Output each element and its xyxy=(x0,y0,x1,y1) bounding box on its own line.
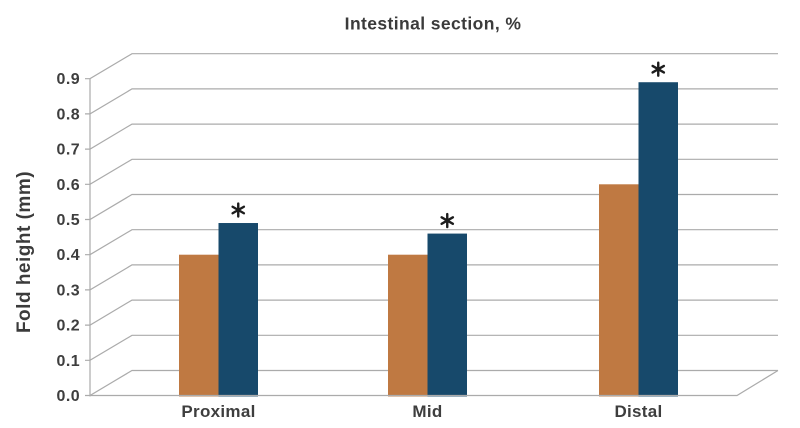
y-tick-label: 0.5 xyxy=(57,212,80,229)
baseline xyxy=(90,369,779,397)
bar xyxy=(427,233,467,397)
y-tick-label: 0.3 xyxy=(57,282,80,299)
y-tick-label: 0.8 xyxy=(57,106,80,123)
category-label: Mid xyxy=(412,402,442,421)
category-label: Distal xyxy=(614,402,662,421)
y-tick-label: 0.1 xyxy=(57,353,80,370)
y-tick-label: 0.7 xyxy=(57,142,80,159)
gridline xyxy=(85,193,778,221)
y-tick-label: 0.6 xyxy=(57,177,80,194)
bar xyxy=(638,82,678,397)
gridline xyxy=(85,158,778,185)
bar xyxy=(179,254,219,397)
y-tick-label: 0.4 xyxy=(57,247,80,264)
significance-asterisk xyxy=(651,61,666,77)
bar xyxy=(388,254,428,397)
significance-asterisk xyxy=(440,212,455,229)
bar xyxy=(218,223,258,397)
significance-asterisk xyxy=(231,202,246,218)
gridline xyxy=(85,229,778,256)
gridline xyxy=(85,88,778,115)
gridline xyxy=(85,123,778,150)
bar xyxy=(599,184,639,397)
y-tick-label: 0.2 xyxy=(57,318,80,335)
chart-title: Intestinal section, % xyxy=(344,13,522,34)
category-label: Proximal xyxy=(181,402,255,421)
gridline xyxy=(85,53,778,80)
y-tick-label: 0.0 xyxy=(57,388,80,405)
y-tick-label: 0.9 xyxy=(57,71,80,88)
